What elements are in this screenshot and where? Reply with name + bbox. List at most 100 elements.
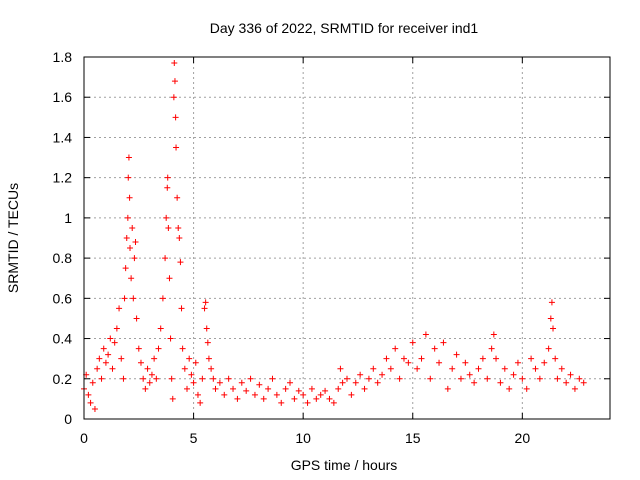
grid-lines	[84, 57, 610, 419]
data-point	[178, 305, 185, 312]
data-point	[484, 375, 491, 382]
data-point	[326, 395, 333, 402]
data-point	[453, 351, 460, 358]
data-point	[479, 355, 486, 362]
data-point	[545, 345, 552, 352]
data-point	[132, 239, 139, 246]
data-point	[247, 375, 254, 382]
data-point	[528, 355, 535, 362]
data-point	[449, 365, 456, 372]
data-point	[571, 385, 578, 392]
data-point	[140, 375, 147, 382]
data-point	[519, 375, 526, 382]
data-point	[221, 391, 228, 398]
data-point	[409, 339, 416, 346]
data-point	[125, 154, 132, 161]
data-point	[202, 299, 209, 306]
data-point	[576, 375, 583, 382]
data-point	[157, 325, 164, 332]
data-point	[348, 391, 355, 398]
data-point	[260, 395, 267, 402]
x-tick-label: 5	[190, 430, 198, 446]
data-point	[111, 339, 118, 346]
data-point	[102, 359, 109, 366]
data-point	[116, 305, 123, 312]
data-point	[159, 295, 166, 302]
data-point	[387, 365, 394, 372]
axis-ticks: 0 0.2 0.4 0.6 0.8 1 1.2 1.4 1.6 1.8 0 5 10 15 20	[53, 49, 610, 446]
data-point	[269, 375, 276, 382]
data-point	[234, 395, 241, 402]
data-point	[190, 379, 197, 386]
data-point	[164, 174, 171, 181]
data-point	[225, 375, 232, 382]
x-tick-label: 20	[515, 430, 531, 446]
data-point	[488, 345, 495, 352]
data-point	[96, 355, 103, 362]
data-point	[392, 345, 399, 352]
data-point	[142, 385, 149, 392]
y-tick-label: 0	[64, 411, 72, 427]
data-point	[580, 379, 587, 386]
data-point	[510, 371, 517, 378]
data-point	[457, 375, 464, 382]
data-point	[148, 371, 155, 378]
data-point	[184, 385, 191, 392]
x-tick-label: 10	[295, 430, 311, 446]
data-point	[339, 379, 346, 386]
data-point	[291, 395, 298, 402]
data-point	[383, 355, 390, 362]
y-tick-label: 1	[64, 210, 72, 226]
y-axis-label: SRMTID / TECUs	[5, 183, 21, 293]
data-point	[558, 365, 565, 372]
data-point	[256, 381, 263, 388]
data-point	[120, 375, 127, 382]
data-point	[282, 385, 289, 392]
data-point	[230, 385, 237, 392]
data-point	[361, 385, 368, 392]
data-point	[548, 299, 555, 306]
data-point	[188, 371, 195, 378]
data-point	[431, 345, 438, 352]
data-point	[197, 399, 204, 406]
data-point	[171, 78, 178, 85]
data-point	[203, 325, 210, 332]
data-point	[133, 315, 140, 322]
data-point	[440, 339, 447, 346]
y-tick-label: 0.6	[53, 290, 73, 306]
data-point	[514, 359, 521, 366]
data-point	[162, 255, 169, 262]
data-point	[194, 391, 201, 398]
chart-title: Day 336 of 2022, SRMTID for receiver ind…	[210, 20, 479, 36]
data-point	[121, 295, 128, 302]
data-point	[300, 391, 307, 398]
data-point	[552, 355, 559, 362]
data-point	[396, 375, 403, 382]
data-point	[208, 365, 215, 372]
data-point	[176, 235, 183, 241]
data-point	[94, 365, 101, 372]
data-point	[497, 379, 504, 386]
data-point	[166, 275, 173, 282]
data-point	[536, 375, 543, 382]
data-point	[370, 365, 377, 372]
data-point	[124, 214, 131, 221]
data-point	[216, 379, 223, 386]
data-point	[317, 391, 324, 398]
data-point	[374, 379, 381, 386]
data-point	[165, 224, 172, 231]
data-point	[337, 365, 344, 372]
data-point	[170, 94, 177, 101]
data-point	[243, 387, 250, 394]
data-point	[153, 375, 160, 382]
data-point	[173, 144, 180, 151]
data-point	[126, 194, 133, 201]
data-point	[344, 375, 350, 382]
data-point	[98, 375, 105, 382]
data-points	[81, 60, 587, 412]
data-point	[287, 379, 294, 386]
data-point	[313, 395, 320, 402]
data-point	[118, 355, 125, 362]
data-point	[125, 174, 132, 181]
data-point	[89, 379, 96, 386]
